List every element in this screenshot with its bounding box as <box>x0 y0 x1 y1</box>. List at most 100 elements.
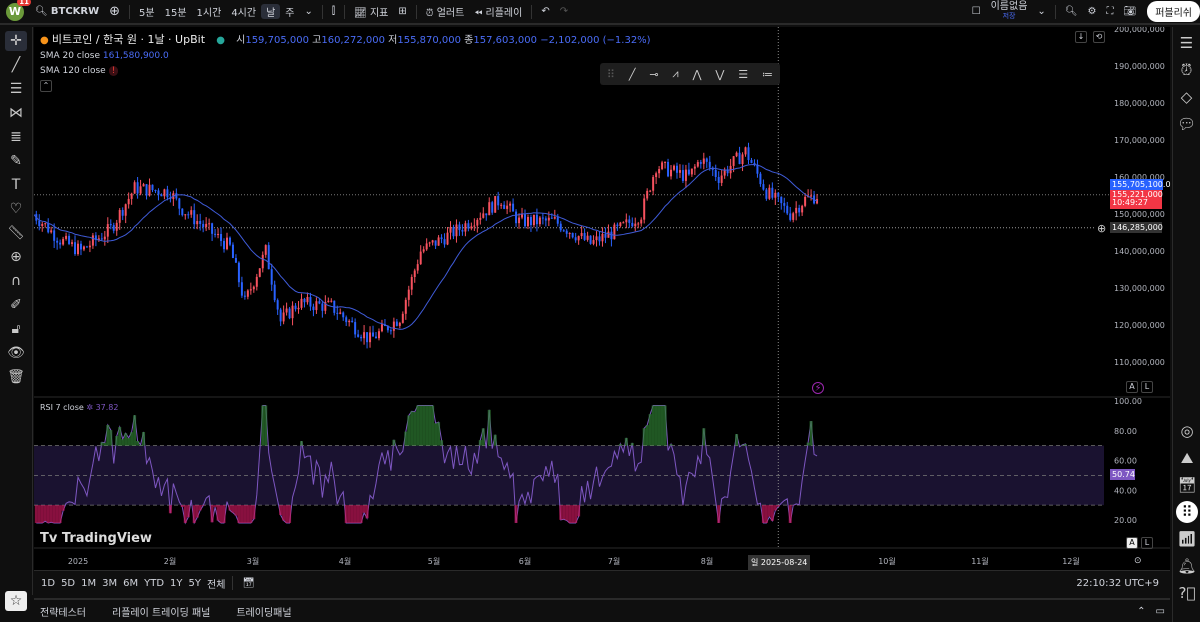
chevron-down-icon[interactable]: ⌄ <box>1037 6 1046 17</box>
tab-replay-trading-panel[interactable]: 리플레이 트레이딩 패널 <box>112 607 211 619</box>
collapse-legend-button[interactable]: ⌃ <box>40 80 52 92</box>
trend-line-icon[interactable]: ╱ <box>11 57 21 73</box>
horizontal-lines-icon[interactable]: ☰ <box>9 81 23 97</box>
user-avatar[interactable]: W 11 <box>6 0 31 21</box>
range-ytd[interactable]: YTD <box>144 577 165 589</box>
quick-search-icon[interactable]: 🔍︎ <box>1064 6 1078 17</box>
layout-name[interactable]: 이름없음 저장 <box>986 2 1033 21</box>
camera-icon[interactable]: 📷︎ <box>1123 6 1137 17</box>
rsi-label[interactable]: RSI 7 close <box>40 403 84 412</box>
range-1d[interactable]: 1D <box>41 577 56 589</box>
replay-button[interactable]: ⏪︎ 리플레이 <box>474 8 523 19</box>
eye-icon[interactable]: 👁︎ <box>7 345 25 361</box>
add-alert-plus-icon[interactable]: ⊕ <box>1097 222 1107 235</box>
watchlist-icon[interactable]: ☰ <box>1179 34 1194 52</box>
layers-icon[interactable]: ◇ <box>1180 88 1193 106</box>
log-scale-button-rsi[interactable]: L <box>1141 537 1153 549</box>
drag-handle-icon[interactable]: ⠿ <box>606 67 615 81</box>
indicators-button[interactable]: 📈︎ 지표 <box>354 8 389 19</box>
candle-body <box>583 233 586 240</box>
layout-checkbox-icon[interactable]: ☐ <box>971 6 981 17</box>
heart-icon[interactable]: ♡ <box>9 201 23 217</box>
auto-scale-button[interactable]: A <box>1126 381 1138 393</box>
fib-icon[interactable]: ≣ <box>10 129 22 145</box>
range-1m[interactable]: 1M <box>81 577 97 589</box>
settings-icon[interactable]: ⚙ <box>1087 6 1097 17</box>
chart-area[interactable]: 200,000,000 190,000,000 180,000,000 170,000… <box>34 27 1170 570</box>
ideas-icon[interactable]: ⛰︎ <box>1180 449 1194 467</box>
fullscreen-icon[interactable]: ⛶ <box>1106 6 1114 17</box>
undo-icon[interactable]: ↶ <box>541 6 550 17</box>
xabcd-tool-icon[interactable]: ⋀ <box>692 67 702 81</box>
range-1y[interactable]: 1Y <box>170 577 183 589</box>
maximize-panel-icon[interactable]: ▭ <box>1155 605 1165 617</box>
interval-5m[interactable]: 5분 <box>139 8 155 19</box>
trash-icon[interactable]: 🗑︎ <box>7 369 25 385</box>
magnet-icon[interactable]: ∩ <box>10 273 22 289</box>
sma120-label[interactable]: SMA 120 close <box>40 66 106 76</box>
watermark-text: TradingView <box>61 531 152 546</box>
reset-scale-button[interactable]: ⟲ <box>1093 31 1105 43</box>
target-icon[interactable]: ◎ <box>1180 422 1194 440</box>
list-icon[interactable]: ☰ <box>738 67 749 81</box>
publish-button[interactable]: 퍼블리쉬 <box>1147 1 1200 22</box>
pitchfork-icon[interactable]: ⋈ <box>9 105 23 121</box>
line-tool-icon[interactable]: ╱ <box>628 67 636 81</box>
clock-timezone[interactable]: 22:10:32 UTC+9 <box>1076 577 1159 589</box>
time-axis-settings-icon[interactable]: ⊙ <box>1134 556 1142 566</box>
sma20-label[interactable]: SMA 20 close <box>40 51 100 61</box>
notifications-bell-icon[interactable]: 🔔︎ <box>1177 557 1197 575</box>
log-scale-button[interactable]: L <box>1141 381 1153 393</box>
add-symbol-button[interactable]: ⊕ <box>109 4 121 19</box>
candle-body <box>71 242 74 244</box>
range-all[interactable]: 전체 <box>207 579 226 591</box>
scroll-down-button[interactable]: ↓ <box>1075 31 1087 43</box>
tab-strategy-tester[interactable]: 전략테스터 <box>40 607 86 619</box>
zoom-in-icon[interactable]: ⊕ <box>10 249 22 265</box>
ruler-icon[interactable]: 📏︎ <box>7 225 25 241</box>
alert-button[interactable]: ⏰︎ 얼러트 <box>425 8 465 19</box>
range-3m[interactable]: 3M <box>102 577 118 589</box>
range-5d[interactable]: 5D <box>61 577 76 589</box>
chart-canvas[interactable]: 200,000,000 190,000,000 180,000,000 170,000… <box>34 27 1170 570</box>
lock-icon[interactable]: 🔓︎ <box>11 321 21 337</box>
candle-type-icon[interactable]: ⫿ <box>331 6 336 17</box>
apps-grid-icon[interactable]: ⠿ <box>1176 501 1198 523</box>
lock-drawing-icon[interactable]: ✐ <box>10 297 22 313</box>
warning-icon[interactable]: ! <box>108 66 119 76</box>
interval-15m[interactable]: 15분 <box>164 8 187 19</box>
templates-icon[interactable]: ⊞ <box>398 6 407 17</box>
chevron-up-icon[interactable]: ⌃ <box>1137 605 1146 617</box>
range-5y[interactable]: 5Y <box>188 577 202 589</box>
settings-list-icon[interactable]: ≔ <box>762 67 773 81</box>
interval-1d[interactable]: 날 <box>261 4 281 19</box>
range-6m[interactable]: 6M <box>123 577 139 589</box>
interval-4h[interactable]: 4시간 <box>231 8 257 19</box>
candle-body <box>184 214 187 216</box>
crosshair-icon[interactable]: ✛ <box>5 31 27 51</box>
favorites-star-icon[interactable]: ☆ <box>5 591 27 611</box>
divider <box>415 4 417 19</box>
auto-scale-button-rsi[interactable]: A <box>1126 537 1138 549</box>
tab-trading-panel[interactable]: 트레이딩패널 <box>236 607 292 619</box>
alarm-clock-icon[interactable]: ⏰︎ <box>1180 61 1193 79</box>
candle-body <box>410 276 413 290</box>
ray-tool-icon[interactable]: ⊸ <box>649 67 659 81</box>
brush-icon[interactable]: ✎ <box>10 153 22 169</box>
lightning-icon[interactable]: ⚡︎ <box>812 382 824 394</box>
text-icon[interactable]: T <box>11 177 21 193</box>
help-icon[interactable]: ?⃝ <box>1178 584 1196 602</box>
symbol-search[interactable]: 🔍︎ BTCKRW <box>35 6 100 17</box>
chevron-down-icon[interactable]: ⌄ <box>304 6 313 17</box>
calendar-icon[interactable]: 📅︎ <box>1177 476 1197 494</box>
interval-1h[interactable]: 1시간 <box>196 8 222 19</box>
candle-body <box>339 312 342 314</box>
go-to-date-icon[interactable]: 📅︎ <box>242 577 256 589</box>
candle-body <box>47 223 50 233</box>
pattern-tool-icon[interactable]: ⩘ <box>672 67 679 80</box>
chat-icon[interactable]: 💬︎ <box>1176 115 1197 133</box>
abc-tool-icon[interactable]: ⋁ <box>715 67 725 81</box>
interval-1w[interactable]: 주 <box>285 8 295 19</box>
signal-icon[interactable]: 📶︎ <box>1177 530 1197 548</box>
redo-icon[interactable]: ↷ <box>559 6 569 17</box>
